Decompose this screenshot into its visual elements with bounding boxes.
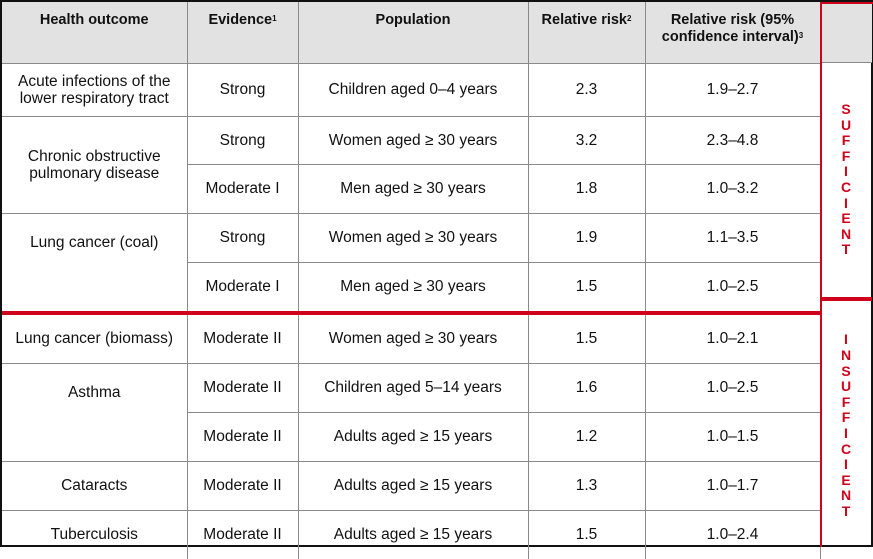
evidence-cell: Moderate I: [187, 262, 299, 313]
header-population: Population: [298, 2, 529, 64]
side-letter: F: [841, 132, 851, 149]
population-cell: Adults aged ≥ 15 years: [298, 461, 529, 511]
population-cell: Children aged 0–4 years: [298, 63, 529, 117]
population-cell: Children aged 5–14 years: [298, 363, 529, 413]
header-health-outcome: Health outcome: [2, 2, 188, 64]
side-letter: I: [844, 456, 848, 473]
ci-cell: 1.0–2.5: [645, 262, 821, 313]
population-cell: Adults aged ≥ 15 years: [298, 510, 529, 559]
evidence-cell: Strong: [187, 116, 299, 165]
population-cell: Women aged ≥ 30 years: [298, 310, 529, 364]
table-row: Moderate I Men aged ≥ 30 years 1.8 1.0–3…: [2, 164, 821, 214]
header-row: Health outcome Evidence1 Population Rela…: [2, 2, 821, 64]
table-row: Acute infections of the lower respiratory…: [2, 63, 821, 117]
ci-cell: 1.1–3.5: [645, 213, 821, 263]
table-row: Tuberculosis Moderate II Adults aged ≥ 1…: [2, 510, 821, 559]
evidence-cell: Strong: [187, 213, 299, 263]
ci-cell: 1.0–3.2: [645, 164, 821, 214]
side-letter: S: [841, 101, 851, 118]
side-letter: U: [840, 116, 852, 133]
ci-cell: 1.0–2.5: [645, 363, 821, 413]
ci-cell: 1.9–2.7: [645, 63, 821, 117]
side-letter: I: [844, 425, 848, 441]
ci-cell: 1.0–1.5: [645, 412, 821, 462]
ci-cell: 2.3–4.8: [645, 116, 821, 165]
relative-risk-cell: 1.3: [528, 461, 646, 511]
relative-risk-cell: 1.5: [528, 510, 646, 559]
outcome-cell: Cataracts: [2, 461, 188, 511]
table-row: Lung cancer (coal) Strong Women aged ≥ 3…: [2, 213, 821, 313]
outcome-cell: Lung cancer (coal): [2, 213, 188, 313]
side-letter: E: [841, 210, 851, 227]
ci-cell: 1.0–2.1: [645, 310, 821, 364]
header-confidence-interval: Relative risk (95% confidence interval)3: [645, 2, 821, 64]
side-letter: F: [841, 393, 851, 410]
side-letter: C: [840, 440, 852, 457]
ci-cell: 1.0–1.7: [645, 461, 821, 511]
side-column-top-rule: [820, 2, 873, 4]
relative-risk-cell: 1.8: [528, 164, 646, 214]
side-letter: I: [844, 331, 848, 348]
side-letter: N: [840, 225, 852, 242]
table-row: Moderate II Adults aged ≥ 15 years 1.2 1…: [2, 412, 821, 462]
relative-risk-footnote-marker: 2: [627, 14, 632, 23]
side-letter: C: [840, 179, 852, 195]
side-letter: N: [840, 487, 852, 504]
evidence-cell: Moderate II: [187, 412, 299, 462]
side-letter: T: [841, 502, 851, 519]
population-cell: Women aged ≥ 30 years: [298, 116, 529, 165]
relative-risk-cell: 1.9: [528, 213, 646, 263]
side-letter: F: [841, 409, 851, 426]
side-letter: U: [840, 378, 852, 395]
side-letter: T: [841, 241, 851, 258]
evidence-cell: Moderate II: [187, 310, 299, 364]
evidence-cell: Moderate I: [187, 164, 299, 214]
evidence-cell: Strong: [187, 63, 299, 117]
table-row: Lung cancer (biomass) Moderate II Women …: [2, 310, 821, 364]
outcome-cell: Tuberculosis: [2, 510, 188, 559]
side-letter: S: [841, 362, 851, 379]
evidence-cell: Moderate II: [187, 363, 299, 413]
table-row: Cataracts Moderate II Adults aged ≥ 15 y…: [2, 461, 821, 511]
side-letter: I: [844, 194, 848, 211]
side-letter: E: [841, 471, 851, 488]
relative-risk-cell: 1.5: [528, 310, 646, 364]
outcome-cell: Asthma: [2, 363, 188, 462]
side-letter: N: [840, 347, 852, 364]
ci-footnote-marker: 3: [798, 31, 804, 40]
sufficient-label: S U F F I C I E N T: [820, 63, 872, 301]
relative-risk-cell: 1.2: [528, 412, 646, 462]
outcome-cell: Acute infections of the lower respiratory…: [2, 63, 188, 117]
population-cell: Women aged ≥ 30 years: [298, 213, 529, 263]
evidence-cell: Moderate II: [187, 461, 299, 511]
outcome-cell: Chronic obstructive pulmonary disease: [2, 116, 188, 214]
outcome-cell: Lung cancer (biomass): [2, 310, 188, 364]
population-cell: Men aged ≥ 30 years: [298, 262, 529, 313]
relative-risk-cell: 2.3: [528, 63, 646, 117]
side-column-header: [820, 2, 872, 63]
side-letter: F: [841, 147, 851, 164]
relative-risk-cell: 1.5: [528, 262, 646, 313]
side-letter: I: [844, 163, 848, 180]
table-row: Chronic obstructive pulmonary disease Str…: [2, 116, 821, 214]
health-outcomes-table: Health outcome Evidence1 Population Rela…: [2, 2, 821, 559]
population-cell: Adults aged ≥ 15 years: [298, 412, 529, 462]
relative-risk-cell: 3.2: [528, 116, 646, 165]
evidence-footnote-marker: 1: [272, 14, 277, 23]
header-relative-risk: Relative risk2: [528, 2, 646, 64]
ci-cell: 1.0–2.4: [645, 510, 821, 559]
evidence-cell: Moderate II: [187, 510, 299, 559]
population-cell: Men aged ≥ 30 years: [298, 164, 529, 214]
table-row: Asthma Moderate II Children aged 5–14 ye…: [2, 363, 821, 462]
header-evidence: Evidence1: [187, 2, 299, 64]
insufficient-label: I N S U F F I C I E N T: [820, 305, 872, 547]
side-column-divider: [820, 2, 822, 547]
relative-risk-cell: 1.6: [528, 363, 646, 413]
